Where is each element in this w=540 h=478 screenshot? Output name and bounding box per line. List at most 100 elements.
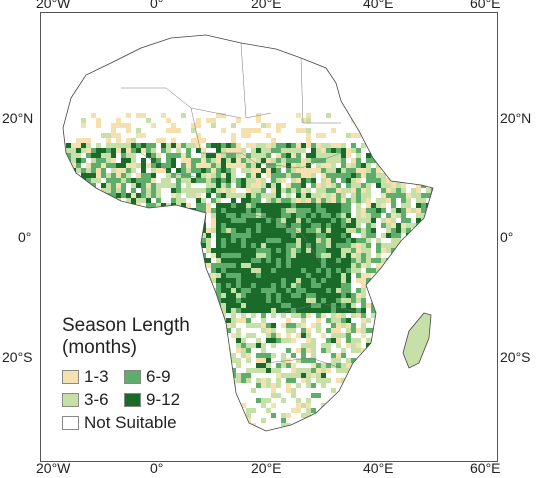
raster-cell	[431, 358, 433, 363]
raster-cell	[226, 278, 231, 283]
raster-cell	[276, 218, 281, 223]
raster-cell	[341, 273, 346, 278]
raster-cell	[401, 278, 406, 283]
raster-cell	[366, 383, 371, 388]
raster-cell	[126, 258, 131, 263]
raster-cell	[401, 428, 406, 431]
raster-cell	[146, 228, 151, 233]
raster-cell	[346, 268, 351, 273]
raster-cell	[216, 203, 221, 208]
raster-cell	[141, 278, 146, 283]
raster-cell	[206, 173, 211, 178]
raster-cell	[296, 208, 301, 213]
raster-cell	[366, 273, 371, 278]
raster-cell	[221, 148, 226, 153]
raster-cell	[161, 253, 166, 258]
raster-cell	[86, 208, 91, 213]
raster-cell	[241, 403, 246, 408]
raster-cell	[126, 123, 131, 128]
raster-cell	[336, 343, 341, 348]
raster-cell	[401, 268, 406, 273]
raster-cell	[411, 278, 416, 283]
raster-cell	[251, 238, 256, 243]
raster-cell	[226, 163, 231, 168]
raster-cell	[356, 268, 361, 273]
raster-cell	[416, 238, 421, 243]
raster-cell	[206, 298, 211, 303]
raster-cell	[361, 323, 366, 328]
raster-cell	[111, 248, 116, 253]
raster-cell	[216, 253, 221, 258]
raster-cell	[426, 213, 431, 218]
raster-cell	[286, 148, 291, 153]
raster-cell	[246, 343, 251, 348]
raster-cell	[236, 308, 241, 313]
raster-cell	[86, 263, 91, 268]
raster-cell	[306, 293, 311, 298]
raster-cell	[381, 173, 386, 178]
raster-cell	[271, 253, 276, 258]
raster-cell	[306, 418, 311, 423]
raster-cell	[241, 158, 246, 163]
raster-cell	[431, 168, 433, 173]
raster-cell	[126, 238, 131, 243]
raster-cell	[191, 168, 196, 173]
raster-cell	[346, 188, 351, 193]
raster-cell	[356, 228, 361, 233]
raster-cell	[251, 278, 256, 283]
raster-cell	[311, 223, 316, 228]
raster-cell	[421, 248, 426, 253]
raster-cell	[361, 143, 366, 148]
raster-cell	[391, 293, 396, 298]
raster-cell	[321, 348, 326, 353]
raster-cell	[291, 298, 296, 303]
raster-cell	[191, 238, 196, 243]
raster-cell	[361, 283, 366, 288]
raster-cell	[386, 158, 391, 163]
legend-title-line2: (months)	[62, 337, 137, 358]
raster-cell	[266, 148, 271, 153]
raster-cell	[371, 258, 376, 263]
raster-cell	[391, 203, 396, 208]
country-borders	[121, 42, 362, 369]
raster-cell	[331, 208, 336, 213]
raster-cell	[246, 358, 251, 363]
raster-cell	[196, 268, 201, 273]
raster-cell	[331, 358, 336, 363]
raster-cell	[286, 143, 291, 148]
raster-cell	[266, 273, 271, 278]
raster-cell	[171, 143, 176, 148]
raster-cell	[341, 308, 346, 313]
raster-cell	[311, 293, 316, 298]
raster-cell	[361, 233, 366, 238]
raster-cell	[201, 198, 206, 203]
raster-cell	[161, 203, 166, 208]
raster-cell	[326, 338, 331, 343]
raster-cell	[346, 248, 351, 253]
raster-cell	[386, 373, 391, 378]
raster-cell	[141, 143, 146, 148]
raster-cell	[366, 113, 371, 118]
raster-cell	[256, 168, 261, 173]
raster-cell	[306, 223, 311, 228]
raster-cell	[186, 278, 191, 283]
raster-cell	[261, 318, 266, 323]
raster-cell	[236, 363, 241, 368]
raster-cell	[356, 243, 361, 248]
raster-cell	[336, 168, 341, 173]
raster-cell	[356, 338, 361, 343]
raster-cell	[191, 298, 196, 303]
raster-cell	[96, 213, 101, 218]
raster-cell	[186, 218, 191, 223]
raster-cell	[256, 208, 261, 213]
raster-cell	[271, 413, 276, 418]
raster-cell	[296, 158, 301, 163]
raster-cell	[211, 308, 216, 313]
raster-cell	[166, 308, 171, 313]
raster-cell	[381, 288, 386, 293]
raster-cell	[266, 398, 271, 403]
raster-cell	[231, 123, 236, 128]
raster-cell	[151, 158, 156, 163]
raster-cell	[151, 278, 156, 283]
raster-cell	[346, 178, 351, 183]
